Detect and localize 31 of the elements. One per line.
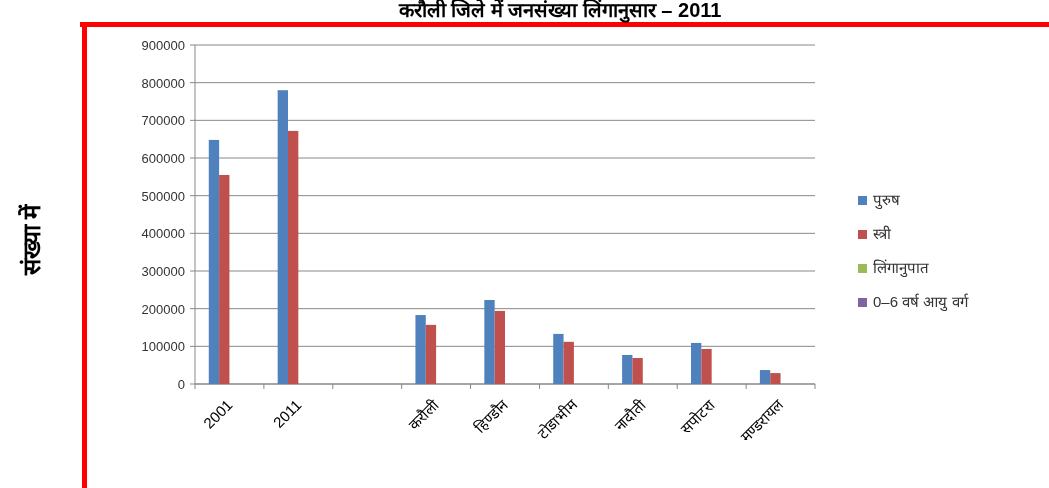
y-tick-label: 300000 bbox=[141, 264, 185, 279]
legend-label: लिंगानुपात bbox=[873, 259, 929, 278]
legend-label: 0–6 वर्ष आयु वर्ग bbox=[873, 293, 969, 312]
bar bbox=[770, 373, 781, 384]
bar bbox=[563, 341, 574, 384]
bar bbox=[759, 370, 771, 384]
y-tick-label: 900000 bbox=[141, 38, 185, 53]
y-axis-title: संख्या में bbox=[18, 202, 45, 277]
y-tick-label: 600000 bbox=[141, 151, 185, 166]
bar bbox=[701, 348, 712, 384]
bar bbox=[632, 358, 643, 384]
bar bbox=[622, 355, 633, 384]
bar bbox=[277, 90, 288, 384]
bar bbox=[288, 130, 299, 384]
y-tick-label: 500000 bbox=[141, 188, 185, 204]
bar bbox=[494, 310, 505, 384]
bar bbox=[208, 139, 220, 384]
legend-label: स्त्री bbox=[873, 225, 892, 242]
bar bbox=[415, 315, 426, 384]
y-tick-label: 400000 bbox=[141, 226, 185, 242]
legend-label: पुरुष bbox=[873, 191, 900, 210]
y-tick-label: 100000 bbox=[141, 339, 185, 355]
bar bbox=[425, 324, 437, 384]
y-tick-label: 700000 bbox=[141, 113, 185, 129]
bar bbox=[691, 342, 702, 384]
y-tick-label: 200000 bbox=[141, 301, 185, 317]
bar bbox=[484, 300, 495, 384]
bar bbox=[553, 333, 564, 384]
y-tick-label: 800000 bbox=[141, 75, 185, 91]
y-tick-label: 0 bbox=[177, 377, 185, 392]
bar bbox=[219, 174, 230, 384]
